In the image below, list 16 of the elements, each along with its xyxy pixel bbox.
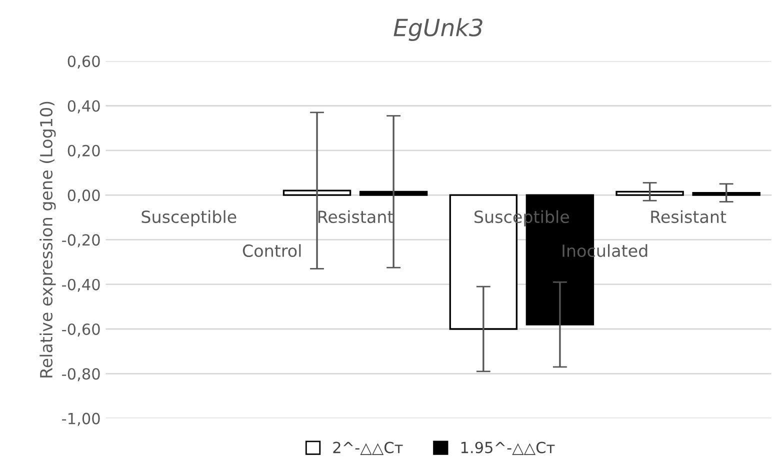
y-tick-label: -0,60 [62, 323, 100, 337]
y-tick-label: -1,00 [62, 412, 100, 426]
legend-label: 2^-△△Cт [333, 442, 403, 455]
x-tick-label: Resistant [651, 210, 726, 224]
y-tick-label: -0,40 [62, 278, 100, 292]
y-axis-title: Relative expression gene (Log10) [40, 102, 56, 378]
y-tick-label: 0,40 [68, 100, 100, 114]
y-tick-label: 0,60 [68, 56, 100, 69]
y-tick-label: 0,00 [68, 190, 100, 203]
y-tick-label: 0,20 [68, 144, 100, 158]
annotation: Control [242, 244, 301, 258]
x-tick-label: Susceptible [142, 210, 236, 226]
y-tick-label: -0,80 [62, 368, 100, 382]
y-tick-label: -0,20 [62, 234, 100, 248]
legend-label: 1.95^-△△Cт [461, 442, 555, 455]
chart-title: EgUnk3 [394, 18, 482, 42]
